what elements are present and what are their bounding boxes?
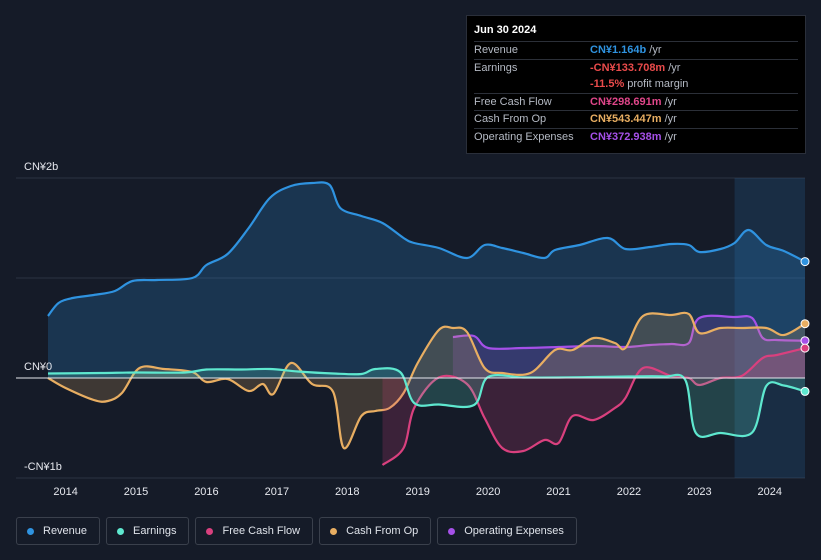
legend-dot-icon (206, 527, 214, 535)
x-tick-label: 2023 (687, 486, 711, 498)
legend-item-operating-expenses[interactable]: Operating Expenses (437, 517, 577, 545)
earnings-endpoint (800, 386, 810, 396)
x-tick-label: 2020 (476, 486, 500, 498)
tooltip-unit: profit margin (627, 78, 689, 91)
x-tick-label: 2024 (758, 486, 782, 498)
operating-expenses-endpoint (800, 336, 810, 346)
tooltip-value: CN¥372.938m (590, 130, 662, 143)
tooltip-row-operating-expenses: Operating Expenses CN¥372.938m /yr (474, 127, 798, 146)
y-tick-label: -CN¥1b (24, 461, 62, 473)
legend-dot-icon (448, 527, 456, 535)
cash-from-op-area (48, 312, 805, 449)
x-tick-label: 2014 (53, 486, 77, 498)
chart-legend: Revenue Earnings Free Cash Flow Cash Fro… (16, 517, 577, 545)
x-tick-label: 2019 (405, 486, 429, 498)
legend-label: Operating Expenses (464, 525, 564, 537)
x-tick-label: 2021 (546, 486, 570, 498)
x-tick-label: 2015 (124, 486, 148, 498)
tooltip-panel: Jun 30 2024 Revenue CN¥1.164b /yr Earnin… (466, 15, 806, 154)
tooltip-label: Free Cash Flow (474, 95, 552, 108)
x-tick-label: 2018 (335, 486, 359, 498)
tooltip-label: Revenue (474, 44, 519, 57)
y-tick-label: CN¥2b (24, 161, 58, 173)
tooltip-unit: /yr (649, 44, 662, 57)
tooltip-value: CN¥543.447m (590, 113, 662, 126)
free-cash-flow-endpoint (800, 343, 810, 353)
tooltip-date: Jun 30 2024 (474, 24, 537, 36)
earnings-area (48, 368, 805, 437)
tooltip-value: CN¥1.164b (590, 44, 647, 57)
legend-item-cash-from-op[interactable]: Cash From Op (319, 517, 432, 545)
tooltip-unit: /yr (664, 113, 677, 126)
legend-label: Cash From Op (346, 525, 419, 537)
series-endpoints (800, 257, 810, 396)
tooltip-unit: /yr (664, 95, 677, 108)
tooltip-label: Earnings (474, 61, 518, 74)
legend-dot-icon (117, 527, 125, 535)
tooltip-row-free-cash-flow: Free Cash Flow CN¥298.691m /yr (474, 92, 798, 111)
y-axis-labels: CN¥2b CN¥0 -CN¥1b (24, 161, 62, 473)
tooltip-row-profit-margin: -11.5% profit margin (474, 76, 798, 93)
legend-label: Free Cash Flow (222, 525, 301, 537)
tooltip-row-earnings: Earnings -CN¥133.708m /yr (474, 58, 798, 77)
tooltip-unit: /yr (668, 61, 681, 74)
tooltip-value: CN¥298.691m (590, 95, 662, 108)
legend-item-free-cash-flow[interactable]: Free Cash Flow (195, 517, 314, 545)
gridlines (16, 177, 805, 479)
legend-item-earnings[interactable]: Earnings (106, 517, 190, 545)
tooltip-value: -11.5% (590, 78, 625, 91)
x-tick-label: 2022 (617, 486, 641, 498)
tooltip-row-cash-from-op: Cash From Op CN¥543.447m /yr (474, 110, 798, 128)
legend-dot-icon (330, 527, 338, 535)
tooltip-label: Operating Expenses (474, 130, 574, 143)
revenue-line (47, 181, 806, 317)
revenue-area (48, 182, 805, 378)
cash-from-op-endpoint (800, 319, 810, 329)
legend-item-revenue[interactable]: Revenue (16, 517, 101, 545)
x-tick-label: 2016 (194, 486, 218, 498)
tooltip-label: Cash From Op (474, 113, 547, 126)
revenue-endpoint (800, 257, 810, 267)
x-tick-label: 2017 (265, 486, 289, 498)
tooltip-unit: /yr (664, 130, 677, 143)
series-layer (47, 181, 806, 466)
tooltip-value: -CN¥133.708m (590, 61, 666, 74)
earnings-line (47, 367, 806, 439)
tooltip-row-revenue: Revenue CN¥1.164b /yr (474, 41, 798, 59)
x-axis-labels: 2014 2015 2016 2017 2018 2019 2020 2021 2022 2023… (53, 486, 782, 498)
legend-label: Revenue (43, 525, 88, 537)
legend-label: Earnings (133, 525, 177, 537)
y-tick-label: CN¥0 (24, 361, 52, 373)
legend-dot-icon (27, 527, 34, 535)
free-cash-flow-area (382, 348, 805, 465)
